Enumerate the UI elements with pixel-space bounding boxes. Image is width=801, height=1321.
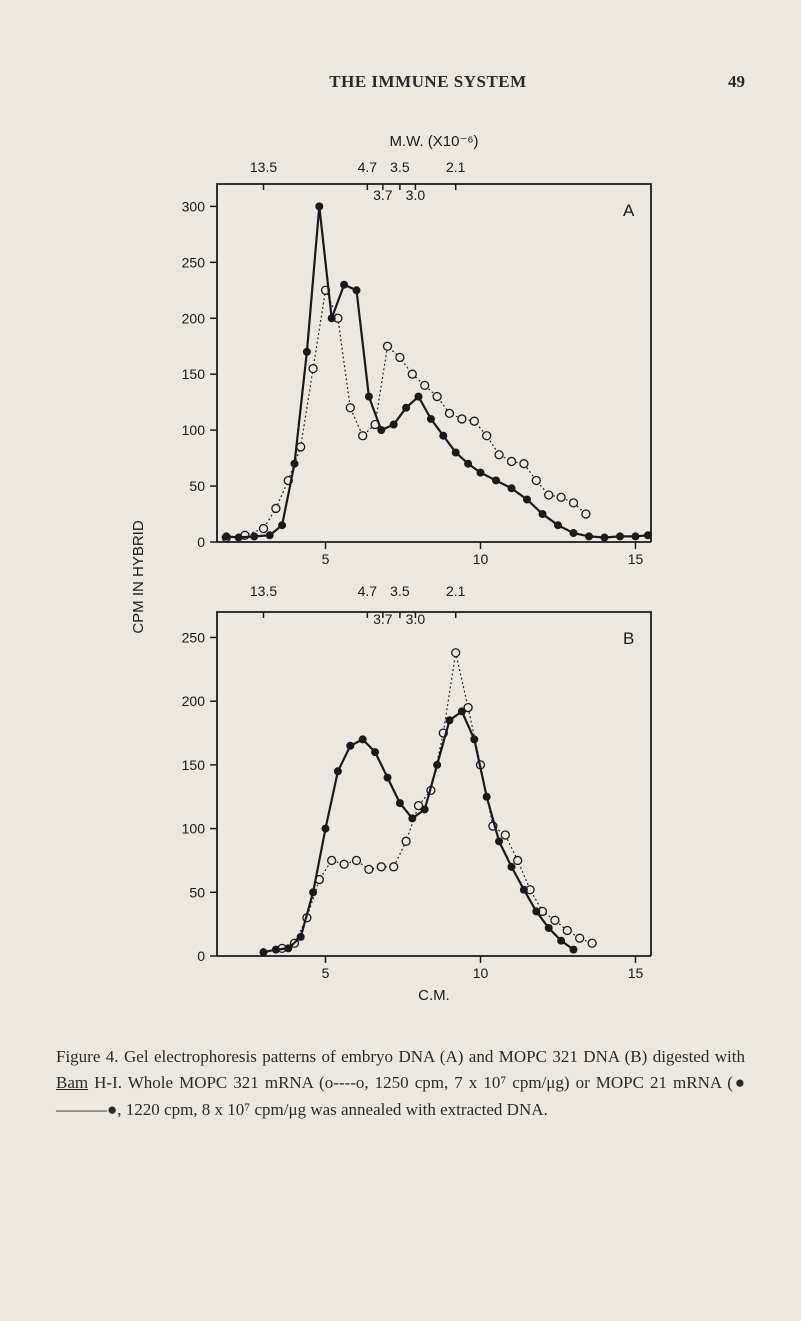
svg-text:0: 0 [197,948,205,964]
svg-text:2.1: 2.1 [445,583,465,599]
svg-text:0: 0 [197,534,205,550]
svg-text:100: 100 [181,422,205,438]
svg-text:250: 250 [181,254,205,270]
svg-text:50: 50 [189,884,205,900]
page-number: 49 [728,72,745,92]
svg-text:150: 150 [181,366,205,382]
figure-caption: Figure 4. Gel electrophoresis patterns o… [48,1044,753,1123]
svg-text:B: B [623,629,634,648]
svg-text:300: 300 [181,198,205,214]
svg-text:50: 50 [189,478,205,494]
svg-text:4.7: 4.7 [357,583,377,599]
svg-text:250: 250 [181,629,205,645]
caption-body-1: Gel electrophoresis patterns of embryo D… [124,1047,745,1066]
svg-text:200: 200 [181,310,205,326]
figure-4: M.W. (X10⁻⁶)13.54.73.52.13.73.0050100150… [121,126,681,1026]
svg-text:15: 15 [627,551,643,567]
svg-text:10: 10 [472,965,488,981]
svg-text:100: 100 [181,821,205,837]
caption-prefix: Figure 4. [56,1047,119,1066]
svg-text:15: 15 [627,965,643,981]
svg-text:CPM IN HYBRID: CPM IN HYBRID [130,520,147,634]
svg-text:5: 5 [321,965,329,981]
svg-text:M.W. (X10⁻⁶): M.W. (X10⁻⁶) [389,133,478,150]
page-header: THE IMMUNE SYSTEM 49 [48,72,753,116]
svg-text:C.M.: C.M. [418,987,450,1004]
running-title: THE IMMUNE SYSTEM [128,72,728,92]
chart-svg: M.W. (X10⁻⁶)13.54.73.52.13.73.0050100150… [121,126,681,1026]
caption-bam: Bam [56,1073,88,1092]
svg-text:5: 5 [321,551,329,567]
svg-text:A: A [623,201,635,220]
svg-text:13.5: 13.5 [249,583,276,599]
svg-text:3.5: 3.5 [390,159,410,175]
svg-text:2.1: 2.1 [445,159,465,175]
svg-text:4.7: 4.7 [357,159,377,175]
svg-text:150: 150 [181,757,205,773]
svg-text:10: 10 [472,551,488,567]
caption-body-2: H-I. Whole MOPC 321 mRNA (o----o, 1250 c… [56,1073,745,1118]
svg-text:3.5: 3.5 [390,583,410,599]
svg-text:200: 200 [181,693,205,709]
svg-text:13.5: 13.5 [249,159,276,175]
